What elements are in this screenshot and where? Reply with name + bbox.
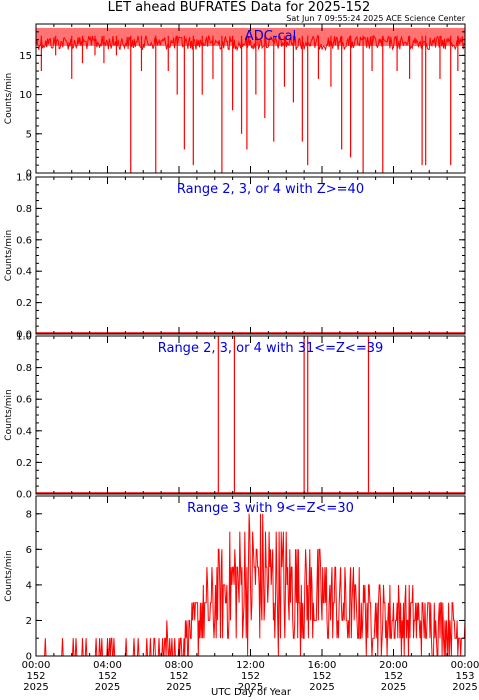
panel-2-label: Range 2, 3, or 4 with Z>=40 (177, 182, 364, 197)
xtick-day: 152 (26, 671, 45, 682)
ytick-label: 15 (19, 51, 32, 62)
x-tick-labels: 00:00152202504:00152202508:00152202512:0… (22, 660, 479, 693)
panel-4-ylabel: Counts/min (4, 550, 14, 601)
xtick-year: 2025 (166, 682, 191, 693)
panel-4-label: Range 3 with 9<=Z<=30 (187, 501, 354, 516)
panel-2: 0.0 0.2 0.4 0.6 0.8 1.0 Counts/min Range 2, 3, … (4, 173, 466, 341)
xtick-year: 2025 (381, 682, 406, 693)
ytick-label: 0 (26, 169, 32, 180)
range3-series (36, 513, 465, 656)
ytick-label: 0.6 (16, 235, 32, 246)
panel-3-data (36, 336, 465, 494)
ytick-label: 5 (26, 129, 32, 140)
xtick-time: 20:00 (379, 660, 408, 671)
xtick-time: 00:00 (22, 660, 51, 671)
xtick-year: 2025 (452, 682, 477, 693)
ytick-label: 0.4 (16, 267, 32, 278)
xtick-year: 2025 (309, 682, 334, 693)
panel-3: 0.0 0.2 0.4 0.6 0.8 1.0 Counts/min Range 2, 3, … (4, 332, 466, 501)
chart-title: LET ahead BUFRATES Data for 2025-152 (108, 0, 371, 15)
x-axis-label: UTC Day of Year (211, 687, 292, 698)
panel-3-frame (35, 335, 466, 495)
adc-cal-band-fill (36, 27, 465, 46)
xtick-time: 16:00 (308, 660, 337, 671)
ytick-label: 0.2 (16, 458, 32, 469)
panel-3-ylabel: Counts/min (4, 389, 14, 440)
xtick-year: 2025 (23, 682, 48, 693)
ytick-label: 0.0 (16, 330, 32, 341)
xtick-time: 04:00 (93, 660, 122, 671)
xtick-day: 152 (169, 671, 188, 682)
panel-1-frame (35, 23, 466, 174)
ytick-label: 0.8 (16, 204, 32, 215)
ytick-label: 1.0 (16, 173, 32, 184)
panel-1-data (36, 27, 465, 173)
ytick-label: 0 (26, 652, 32, 663)
panel-2-frame (35, 176, 466, 335)
panel-4: 0 2 4 6 8 Counts/min Range 3 with 9<=Z<=30 (4, 495, 466, 663)
ytick-label: 6 (26, 545, 32, 556)
ytick-label: 1.0 (16, 332, 32, 343)
ytick-label: 10 (19, 90, 32, 101)
xtick-day: 152 (312, 671, 331, 682)
ytick-label: 0.2 (16, 298, 32, 309)
ytick-label: 0.0 (16, 490, 32, 501)
panel-1-label: ADC-cal (245, 29, 296, 44)
panel-2-ylabel: Counts/min (4, 230, 14, 281)
xtick-day: 152 (384, 671, 403, 682)
xtick-year: 2025 (238, 682, 263, 693)
ytick-label: 0.6 (16, 395, 32, 406)
panel-1: 0 5 10 15 Counts/min ADC-cal (4, 23, 466, 180)
xtick-time: 08:00 (165, 660, 194, 671)
xtick-day: 152 (241, 671, 260, 682)
xtick-time: 12:00 (236, 660, 265, 671)
ytick-label: 4 (26, 580, 32, 591)
ytick-label: 2 (26, 616, 32, 627)
xtick-day: 152 (98, 671, 117, 682)
xtick-day: 153 (455, 671, 474, 682)
ytick-label: 8 (26, 509, 32, 520)
timestamp: Sat Jun 7 09:55:24 2025 ACE Science Cent… (286, 14, 465, 23)
ytick-label: 0.4 (16, 426, 32, 437)
panels-group: 0 5 10 15 Counts/min ADC-cal 0.0 0.2 0.4 0.6 0.8 1.… (4, 23, 466, 663)
xtick-year: 2025 (95, 682, 120, 693)
ytick-label: 0.8 (16, 363, 32, 374)
panel-1-ylabel: Counts/min (4, 73, 14, 124)
xtick-time: 00:00 (451, 660, 479, 671)
panel-3-label: Range 2, 3, or 4 with 31<=Z<=39 (158, 341, 384, 356)
panel-4-data (36, 513, 465, 656)
